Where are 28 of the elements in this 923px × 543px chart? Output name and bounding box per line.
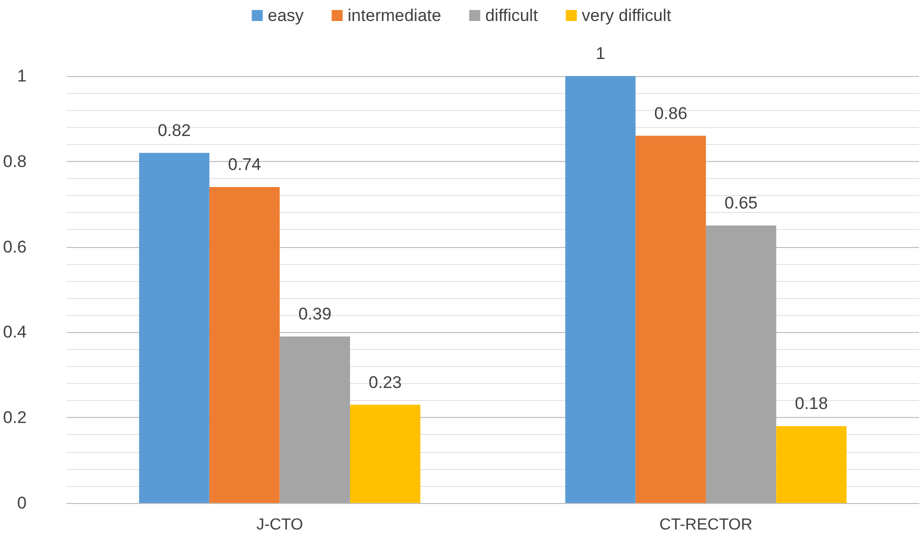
bar (209, 187, 280, 503)
bar (565, 76, 636, 503)
bar (636, 136, 706, 503)
legend-label: difficult (485, 6, 538, 25)
data-label: 0.39 (298, 304, 332, 324)
legend-label: easy (268, 6, 304, 25)
y-tick-label: 1 (17, 66, 27, 86)
legend-label: very difficult (582, 6, 672, 25)
data-label: 0.74 (228, 155, 262, 174)
bar (706, 225, 776, 503)
data-label: 0.65 (724, 193, 758, 212)
data-label: 0.23 (368, 372, 402, 392)
data-label: 1 (596, 44, 606, 63)
bar (280, 336, 350, 503)
data-label: 0.18 (794, 394, 828, 414)
bar (776, 426, 847, 503)
y-tick-label: 0.6 (2, 237, 27, 256)
y-tick-label: 0.8 (2, 152, 27, 171)
y-tick-label: 0.2 (2, 408, 27, 428)
x-tick-label: J-CTO (256, 516, 304, 534)
data-label: 0.86 (654, 104, 688, 123)
y-tick-label: 0 (17, 494, 27, 512)
x-tick-label: CT-RECTOR (659, 516, 752, 534)
data-label: 0.82 (158, 120, 191, 140)
bar (350, 404, 420, 503)
legend-label: intermediate (348, 6, 442, 25)
y-tick-label: 0.4 (2, 322, 27, 342)
bar (139, 152, 210, 503)
